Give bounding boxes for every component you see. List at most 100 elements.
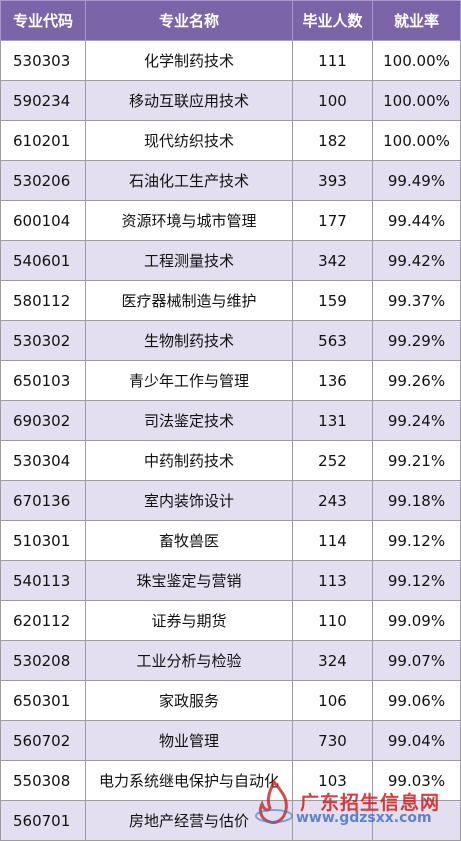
cell-graduates: 563 xyxy=(292,320,373,361)
table-row: 620112 证券与期货 110 99.09% xyxy=(0,600,461,641)
header-code: 专业代码 xyxy=(0,0,86,41)
cell-rate: 99.12% xyxy=(372,560,461,601)
cell-code: 650301 xyxy=(0,680,86,721)
cell-graduates: 393 xyxy=(292,160,373,201)
cell-code: 620112 xyxy=(0,600,86,641)
cell-graduates: 110 xyxy=(292,600,373,641)
cell-rate: 99.29% xyxy=(372,320,461,361)
watermark-title: 广东招生信息网 xyxy=(300,792,441,814)
table-row: 580112 医疗器械制造与维护 159 99.37% xyxy=(0,280,461,321)
cell-graduates: 106 xyxy=(292,680,373,721)
header-graduates: 毕业人数 xyxy=(292,0,373,41)
cell-graduates: 111 xyxy=(292,40,373,81)
cell-graduates: 136 xyxy=(292,360,373,401)
cell-rate: 99.04% xyxy=(372,720,461,761)
table-row: 530206 石油化工生产技术 393 99.49% xyxy=(0,160,461,201)
cell-code: 560702 xyxy=(0,720,86,761)
cell-rate: 99.07% xyxy=(372,640,461,681)
header-row: 专业代码 专业名称 毕业人数 就业率 xyxy=(0,0,461,41)
cell-rate: 99.12% xyxy=(372,520,461,561)
cell-graduates: 324 xyxy=(292,640,373,681)
cell-code: 590234 xyxy=(0,80,86,121)
table-row: 560702 物业管理 730 99.04% xyxy=(0,720,461,761)
cell-graduates xyxy=(292,800,373,841)
cell-code: 690302 xyxy=(0,400,86,441)
cell-graduates: 113 xyxy=(292,560,373,601)
cell-graduates: 159 xyxy=(292,280,373,321)
cell-rate: 99.09% xyxy=(372,600,461,641)
cell-rate xyxy=(372,800,461,841)
cell-graduates: 730 xyxy=(292,720,373,761)
header-rate: 就业率 xyxy=(372,0,461,41)
table-row: 530304 中药制药技术 252 99.21% xyxy=(0,440,461,481)
cell-code: 530304 xyxy=(0,440,86,481)
table-row: 670136 室内装饰设计 243 99.18% xyxy=(0,480,461,521)
cell-graduates: 131 xyxy=(292,400,373,441)
cell-name: 司法鉴定技术 xyxy=(85,400,293,441)
table-row: 590234 移动互联应用技术 100 100.00% xyxy=(0,80,461,121)
cell-code: 530208 xyxy=(0,640,86,681)
cell-code: 650103 xyxy=(0,360,86,401)
cell-code: 530206 xyxy=(0,160,86,201)
cell-rate: 100.00% xyxy=(372,40,461,81)
cell-name: 家政服务 xyxy=(85,680,293,721)
table-row: 550308 电力系统继电保护与自动化 103 99.03% xyxy=(0,760,461,801)
table-row: 650301 家政服务 106 99.06% xyxy=(0,680,461,721)
table-row: 510301 畜牧兽医 114 99.12% xyxy=(0,520,461,561)
cell-code: 600104 xyxy=(0,200,86,241)
cell-rate: 99.21% xyxy=(372,440,461,481)
cell-rate: 100.00% xyxy=(372,120,461,161)
watermark-url: www.gdzsxx.com xyxy=(296,810,432,826)
cell-graduates: 252 xyxy=(292,440,373,481)
table-row: 600104 资源环境与城市管理 177 99.44% xyxy=(0,200,461,241)
cell-name: 生物制药技术 xyxy=(85,320,293,361)
cell-name: 工业分析与检验 xyxy=(85,640,293,681)
table-row: 610201 现代纺织技术 182 100.00% xyxy=(0,120,461,161)
cell-name: 石油化工生产技术 xyxy=(85,160,293,201)
cell-code: 670136 xyxy=(0,480,86,521)
cell-rate: 99.18% xyxy=(372,480,461,521)
cell-name: 移动互联应用技术 xyxy=(85,80,293,121)
cell-name: 医疗器械制造与维护 xyxy=(85,280,293,321)
cell-code: 530303 xyxy=(0,40,86,81)
watermark: 广东招生信息网 www.gdzsxx.com xyxy=(248,772,461,832)
cell-name: 物业管理 xyxy=(85,720,293,761)
table-row: 560701 房地产经营与估价 xyxy=(0,800,461,841)
cell-code: 550308 xyxy=(0,760,86,801)
cell-rate: 99.03% xyxy=(372,760,461,801)
cell-code: 540113 xyxy=(0,560,86,601)
cell-rate: 99.26% xyxy=(372,360,461,401)
cell-name: 现代纺织技术 xyxy=(85,120,293,161)
cell-name: 证券与期货 xyxy=(85,600,293,641)
cell-code: 560701 xyxy=(0,800,86,841)
table-row: 540601 工程测量技术 342 99.42% xyxy=(0,240,461,281)
cell-code: 510301 xyxy=(0,520,86,561)
cell-graduates: 342 xyxy=(292,240,373,281)
table-row: 690302 司法鉴定技术 131 99.24% xyxy=(0,400,461,441)
cell-rate: 99.44% xyxy=(372,200,461,241)
cell-graduates: 182 xyxy=(292,120,373,161)
cell-rate: 100.00% xyxy=(372,80,461,121)
cell-name: 室内装饰设计 xyxy=(85,480,293,521)
cell-rate: 99.24% xyxy=(372,400,461,441)
cell-rate: 99.49% xyxy=(372,160,461,201)
cell-graduates: 177 xyxy=(292,200,373,241)
flame-logo-icon xyxy=(255,779,293,824)
cell-name: 工程测量技术 xyxy=(85,240,293,281)
table-row: 650103 青少年工作与管理 136 99.26% xyxy=(0,360,461,401)
cell-name: 畜牧兽医 xyxy=(85,520,293,561)
cell-name: 中药制药技术 xyxy=(85,440,293,481)
cell-rate: 99.37% xyxy=(372,280,461,321)
cell-graduates: 100 xyxy=(292,80,373,121)
cell-name: 房地产经营与估价 xyxy=(85,800,293,841)
cell-code: 580112 xyxy=(0,280,86,321)
cell-code: 530302 xyxy=(0,320,86,361)
cell-code: 540601 xyxy=(0,240,86,281)
table-row: 530302 生物制药技术 563 99.29% xyxy=(0,320,461,361)
cell-graduates: 243 xyxy=(292,480,373,521)
cell-name: 珠宝鉴定与营销 xyxy=(85,560,293,601)
cell-graduates: 114 xyxy=(292,520,373,561)
cell-name: 青少年工作与管理 xyxy=(85,360,293,401)
cell-code: 610201 xyxy=(0,120,86,161)
table-row: 530303 化学制药技术 111 100.00% xyxy=(0,40,461,81)
